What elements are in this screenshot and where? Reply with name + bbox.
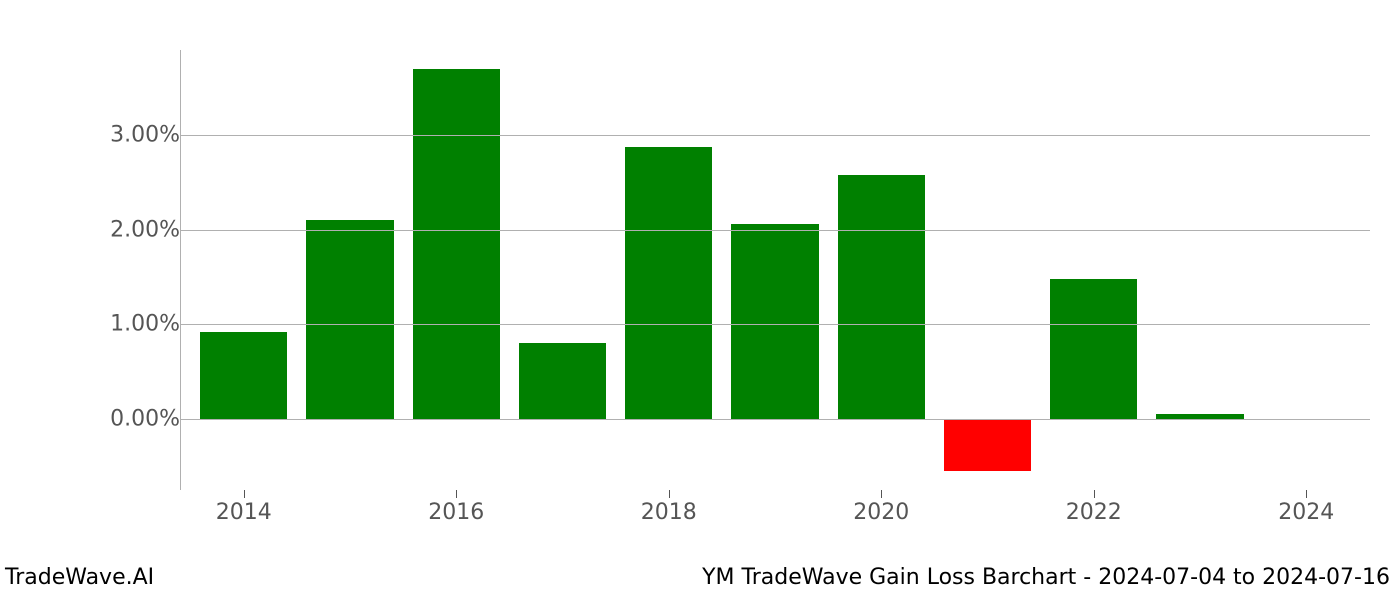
x-tick-label: 2020	[853, 500, 909, 525]
bar	[731, 224, 818, 419]
x-tick-label: 2014	[216, 500, 272, 525]
x-tick-label: 2018	[641, 500, 697, 525]
bar	[625, 147, 712, 420]
bar	[306, 220, 393, 419]
bars-layer	[180, 50, 1370, 490]
gridline	[180, 230, 1370, 231]
gridline	[180, 324, 1370, 325]
bar	[519, 343, 606, 419]
bar	[944, 419, 1031, 471]
x-tick	[1306, 490, 1307, 498]
bar	[1050, 279, 1137, 419]
x-tick	[669, 490, 670, 498]
y-tick-label: 3.00%	[110, 123, 180, 148]
gridline	[180, 419, 1370, 420]
x-tick	[456, 490, 457, 498]
bar	[413, 69, 500, 419]
x-tick	[244, 490, 245, 498]
x-tick-label: 2016	[428, 500, 484, 525]
y-tick-label: 2.00%	[110, 217, 180, 242]
y-tick-label: 1.00%	[110, 312, 180, 337]
bar	[838, 175, 925, 419]
chart-plot-area	[180, 50, 1370, 490]
footer-left-text: TradeWave.AI	[5, 565, 154, 590]
x-tick-label: 2024	[1278, 500, 1334, 525]
y-tick-label: 0.00%	[110, 407, 180, 432]
x-tick	[881, 490, 882, 498]
bar	[200, 332, 287, 419]
x-tick	[1094, 490, 1095, 498]
x-tick-label: 2022	[1066, 500, 1122, 525]
footer-right-text: YM TradeWave Gain Loss Barchart - 2024-0…	[702, 565, 1390, 590]
gridline	[180, 135, 1370, 136]
